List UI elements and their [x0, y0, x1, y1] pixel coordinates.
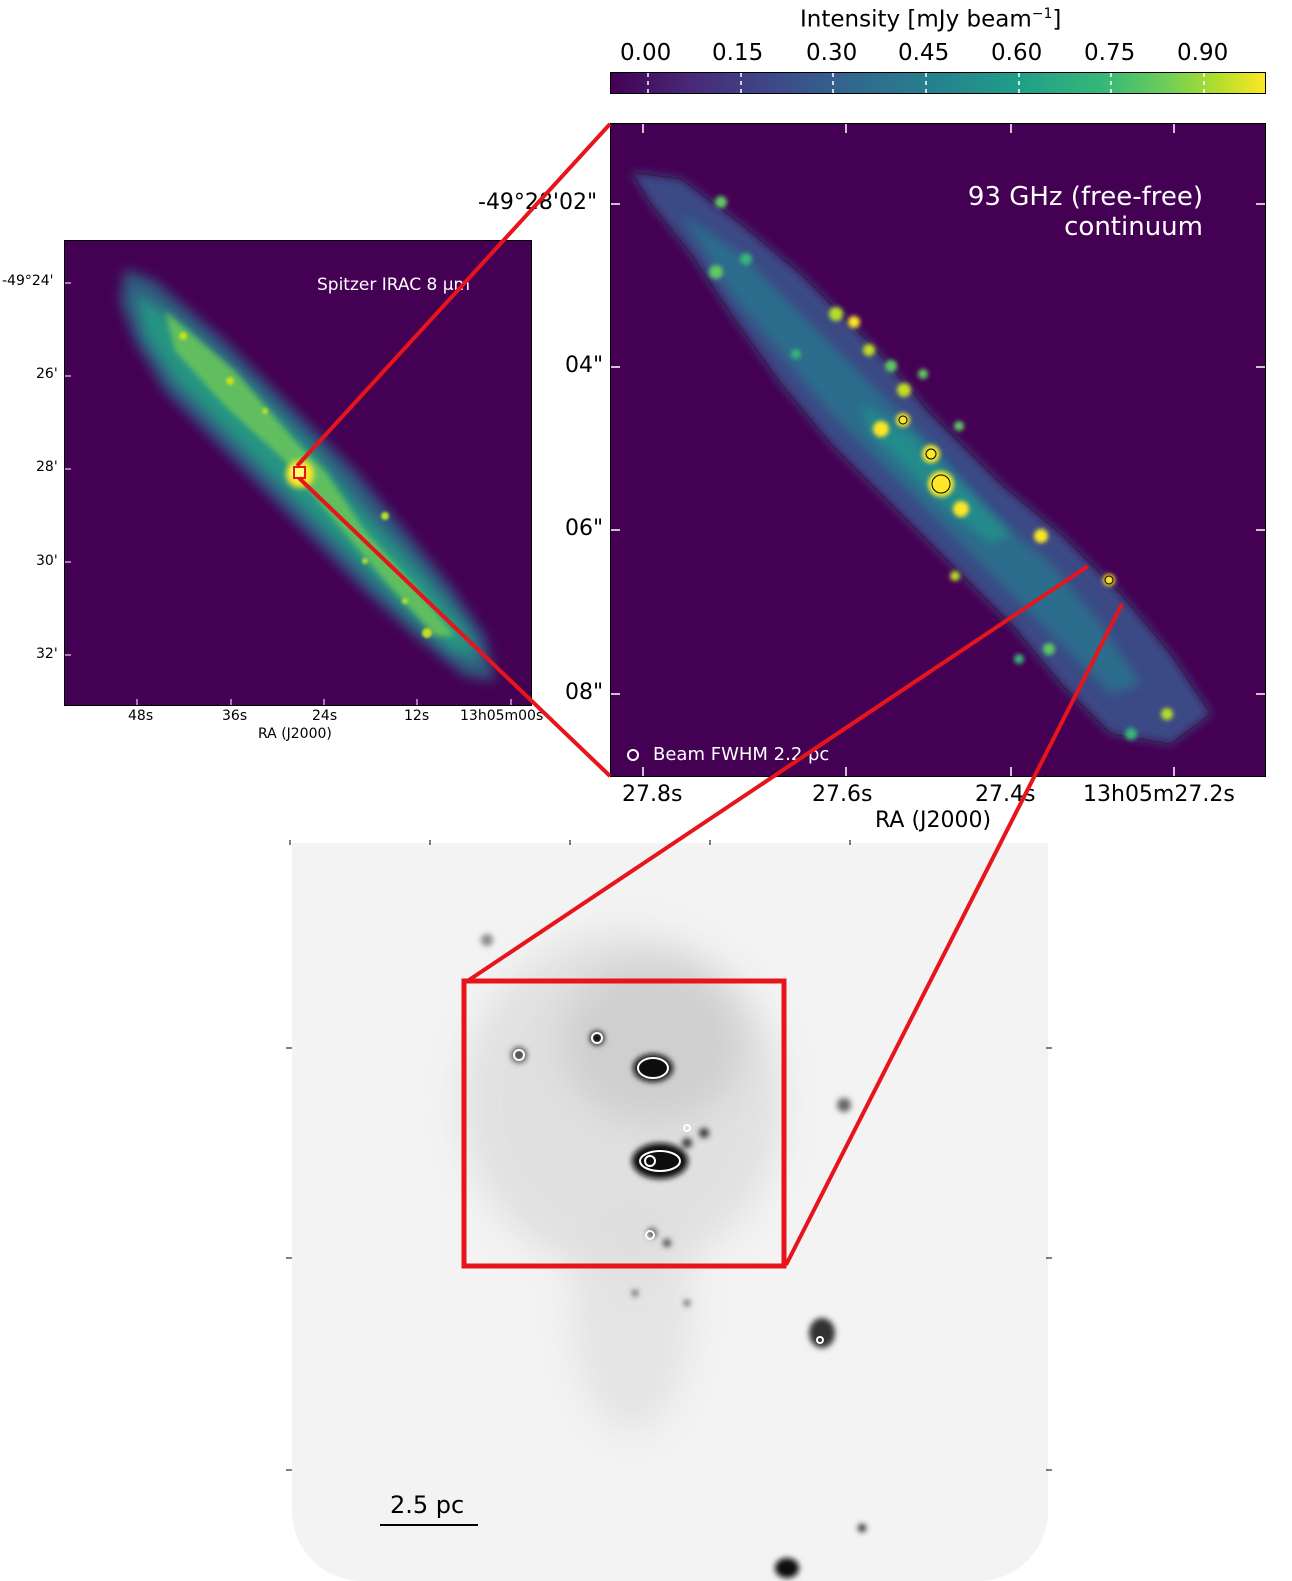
spitzer-panel-title: Spitzer IRAC 8 μm [317, 275, 471, 295]
right-y-tick-label: 08" [565, 680, 604, 705]
colorbar-tick-label: 0.30 [806, 40, 858, 66]
colorbar-tick-label: 0.75 [1084, 40, 1136, 66]
right-y-tick-label: 06" [565, 516, 604, 541]
right-x-tick-label: 27.4s [975, 782, 1036, 807]
left-y-tick-label: 26' [36, 366, 58, 382]
right-x-tick-label: 13h05m27.2s [1083, 782, 1235, 807]
left-x-tick-label: 13h05m00s [460, 708, 544, 724]
left-x-tick-label: 36s [222, 708, 248, 724]
spitzer-image-panel: Spitzer IRAC 8 μm [64, 240, 532, 706]
left-y-tick-label: 28' [36, 459, 58, 475]
continuum-title-line2: continuum [1064, 212, 1203, 242]
colorbar-tick-label: 0.90 [1177, 40, 1229, 66]
continuum-title-line1: 93 GHz (free-free) [967, 182, 1203, 212]
right-y-tick-label: -49°28'02" [478, 190, 598, 215]
colorbar-tick-label: 0.00 [620, 40, 672, 66]
left-x-tick-label: 24s [312, 708, 338, 724]
beam-marker [627, 749, 639, 761]
colorbar-tick-labels: 0.00 0.15 0.30 0.45 0.60 0.75 0.90 [0, 40, 1292, 70]
right-x-tick-label: 27.8s [622, 782, 683, 807]
beam-label: Beam FWHM 2.2 pc [653, 744, 830, 765]
left-y-tick-label: -49°24' [2, 273, 54, 289]
scale-bar-label: 2.5 pc [390, 1491, 465, 1519]
colorbar-tick-label: 0.60 [991, 40, 1043, 66]
left-x-axis-label: RA (J2000) [258, 726, 332, 742]
right-x-axis-label: RA (J2000) [875, 808, 992, 833]
left-x-tick-label: 48s [128, 708, 154, 724]
bottom-panel-ticks [286, 840, 1052, 1471]
left-y-tick-label: 30' [36, 553, 58, 569]
right-y-tick-label: 04" [565, 353, 604, 378]
colorbar-tick-label: 0.45 [898, 40, 950, 66]
right-x-tick-label: 27.6s [812, 782, 873, 807]
left-x-tick-label: 12s [404, 708, 430, 724]
colorbar [610, 72, 1266, 94]
continuum-image-panel: 93 GHz (free-free) continuum Beam FWHM 2… [610, 123, 1266, 777]
colorbar-tick-label: 0.15 [712, 40, 764, 66]
left-y-tick-label: 32' [36, 646, 58, 662]
colorbar-ticks [647, 73, 1205, 93]
galaxy-image [65, 269, 512, 705]
colorbar-label: Intensity [mJy beam−1] [800, 6, 1062, 33]
